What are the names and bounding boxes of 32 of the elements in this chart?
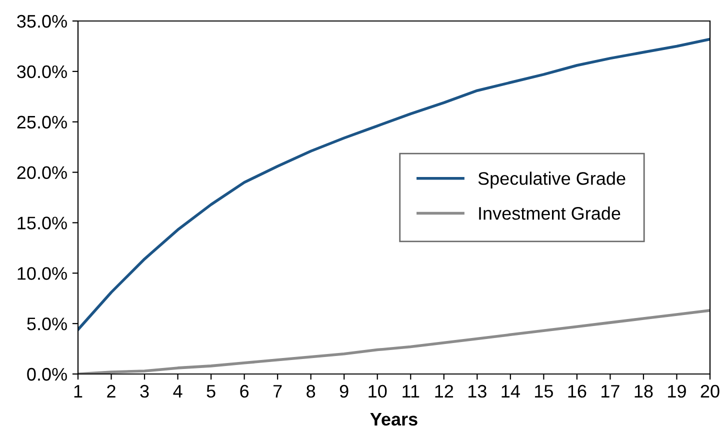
x-tick-label: 17	[602, 385, 620, 398]
x-axis-title: Years	[370, 413, 418, 426]
x-tick-label: 15	[535, 385, 553, 398]
x-tick-label: 18	[634, 384, 653, 398]
y-tick-label: 10.0%	[18, 267, 67, 280]
x-tick-label: 16	[568, 384, 586, 398]
y-tick-label: 20.0%	[17, 166, 67, 180]
line-series	[78, 38, 710, 332]
x-tick-label: 4	[173, 385, 182, 398]
x-tick-label: 3	[140, 384, 149, 398]
x-tick-label: 12	[435, 384, 454, 398]
x-tick-label: 11	[402, 385, 420, 398]
x-tick-label: 7	[273, 385, 282, 398]
x-tick-label: 19	[668, 384, 686, 398]
y-tick-label: 5.0%	[27, 318, 67, 330]
x-tick-label: 9	[340, 384, 348, 398]
y-tick-label: 35.0%	[17, 14, 67, 28]
x-tick-label: 1	[74, 385, 82, 398]
x-tick-label: 20	[700, 384, 720, 398]
legend-label: Investment Grade	[479, 206, 620, 220]
x-tick-label: 14	[502, 385, 520, 398]
legend-label: Speculative Grade	[478, 172, 626, 188]
y-tick-label: 0.0%	[27, 368, 67, 381]
x-tick-label: 2	[107, 384, 116, 398]
x-tick-label: 5	[206, 385, 216, 398]
y-tick-label: 30.0%	[17, 65, 67, 78]
x-tick-label: 10	[368, 384, 387, 398]
y-tick-label: 15.0%	[18, 216, 67, 230]
x-tick-label: 8	[306, 384, 316, 398]
x-tick-label: 13	[468, 384, 486, 398]
y-tick-label: 25.0%	[17, 116, 67, 129]
x-tick-label: 6	[240, 384, 249, 398]
